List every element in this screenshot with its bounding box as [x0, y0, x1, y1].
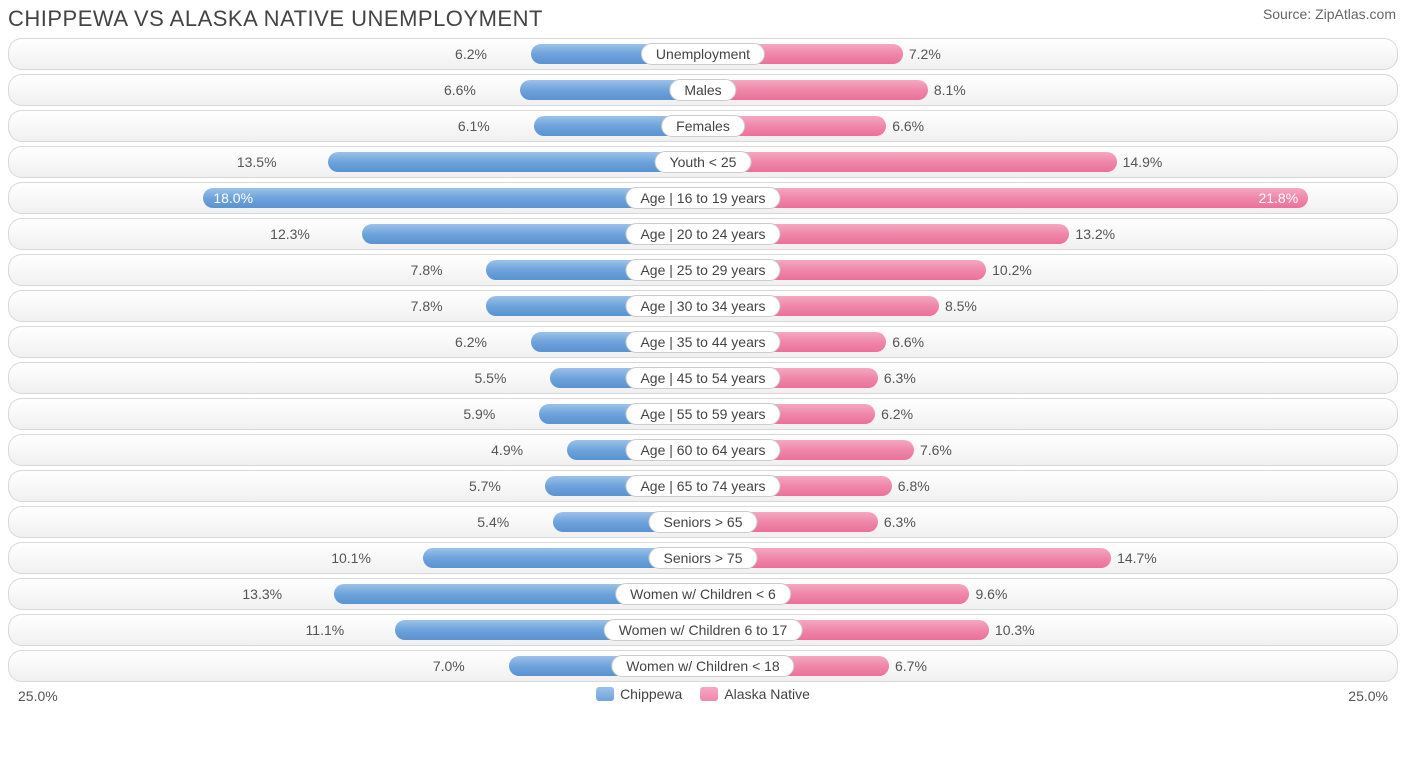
legend-item-left: Chippewa: [596, 686, 682, 702]
bar-row: 10.1% 14.7% Seniors > 75: [8, 542, 1398, 574]
category-pill: Age | 30 to 34 years: [625, 295, 780, 317]
bar-right: [703, 80, 928, 100]
value-right: 6.7%: [889, 651, 927, 681]
category-pill: Age | 25 to 29 years: [625, 259, 780, 281]
bar-row: 6.2% 6.6% Age | 35 to 44 years: [8, 326, 1398, 358]
chart-title: CHIPPEWA VS ALASKA NATIVE UNEMPLOYMENT: [8, 6, 543, 32]
value-right: 10.2%: [986, 255, 1032, 285]
axis-max-right: 25.0%: [1348, 688, 1388, 704]
category-pill: Youth < 25: [655, 151, 752, 173]
category-pill: Age | 35 to 44 years: [625, 331, 780, 353]
swatch-left: [596, 687, 614, 701]
category-pill: Females: [661, 115, 745, 137]
diverging-bar-chart: 6.2%7.2%Unemployment6.6%8.1%Males6.1%6.6…: [0, 34, 1406, 682]
bar-row: 6.2% 7.2% Unemployment: [8, 38, 1398, 70]
value-left: 7.8%: [411, 291, 449, 321]
value-left: 6.6%: [444, 75, 482, 105]
bar-right: 21.8%: [703, 188, 1308, 208]
header: CHIPPEWA VS ALASKA NATIVE UNEMPLOYMENT S…: [0, 0, 1406, 34]
category-pill: Seniors > 65: [649, 511, 758, 533]
value-left: 13.3%: [242, 579, 288, 609]
bar-row: 6.6% 8.1% Males: [8, 74, 1398, 106]
swatch-right: [700, 687, 718, 701]
value-left: 5.5%: [474, 363, 512, 393]
value-right: 6.3%: [878, 507, 916, 537]
bar-row: 5.5% 6.3% Age | 45 to 54 years: [8, 362, 1398, 394]
value-left: 6.2%: [455, 39, 493, 69]
bar-row: 7.0% 6.7% Women w/ Children < 18: [8, 650, 1398, 682]
category-pill: Males: [669, 79, 736, 101]
bar-row: 13.5% 14.9% Youth < 25: [8, 146, 1398, 178]
category-pill: Seniors > 75: [649, 547, 758, 569]
value-right: 6.3%: [878, 363, 916, 393]
value-left: 10.1%: [331, 543, 377, 573]
value-right: 6.8%: [892, 471, 930, 501]
category-pill: Women w/ Children 6 to 17: [604, 619, 803, 641]
category-pill: Age | 60 to 64 years: [625, 439, 780, 461]
bar-row: 5.9% 6.2% Age | 55 to 59 years: [8, 398, 1398, 430]
value-left: 12.3%: [270, 219, 316, 249]
category-pill: Women w/ Children < 18: [611, 655, 794, 677]
chart-footer: 25.0% Chippewa Alaska Native 25.0%: [8, 686, 1398, 712]
value-right: 9.6%: [969, 579, 1007, 609]
value-right: 14.7%: [1111, 543, 1157, 573]
value-left: 4.9%: [491, 435, 529, 465]
bar-row: 6.1% 6.6% Females: [8, 110, 1398, 142]
category-pill: Age | 55 to 59 years: [625, 403, 780, 425]
value-left: 11.1%: [306, 615, 351, 645]
value-left: 6.1%: [458, 111, 496, 141]
bar-row: 12.3% 13.2% Age | 20 to 24 years: [8, 218, 1398, 250]
bar-row: 7.8% 8.5% Age | 30 to 34 years: [8, 290, 1398, 322]
value-left: 7.0%: [433, 651, 471, 681]
value-left: 5.9%: [463, 399, 501, 429]
legend-left-label: Chippewa: [620, 686, 682, 702]
value-left: 5.4%: [477, 507, 515, 537]
value-left: 5.7%: [469, 471, 507, 501]
bar-row: 4.9% 7.6% Age | 60 to 64 years: [8, 434, 1398, 466]
value-left: 13.5%: [237, 147, 283, 177]
value-right: 6.2%: [875, 399, 913, 429]
category-pill: Unemployment: [641, 43, 765, 65]
bar-row: 5.4% 6.3% Seniors > 65: [8, 506, 1398, 538]
category-pill: Women w/ Children < 6: [615, 583, 791, 605]
bar-row: 11.1% 10.3% Women w/ Children 6 to 17: [8, 614, 1398, 646]
legend-item-right: Alaska Native: [700, 686, 810, 702]
legend-right-label: Alaska Native: [724, 686, 810, 702]
axis-max-left: 25.0%: [18, 688, 58, 704]
category-pill: Age | 20 to 24 years: [625, 223, 780, 245]
value-left: 18.0%: [203, 188, 253, 208]
value-right: 8.1%: [928, 75, 966, 105]
bar-right: [703, 548, 1111, 568]
bar-left: [328, 152, 703, 172]
bar-row: 7.8% 10.2% Age | 25 to 29 years: [8, 254, 1398, 286]
value-right: 21.8%: [1258, 188, 1308, 208]
category-pill: Age | 65 to 74 years: [625, 475, 780, 497]
bar-row: 18.0% 21.8% Age | 16 to 19 years: [8, 182, 1398, 214]
category-pill: Age | 16 to 19 years: [625, 187, 780, 209]
value-right: 7.2%: [903, 39, 941, 69]
source-label: Source: ZipAtlas.com: [1263, 6, 1396, 22]
bar-right: [703, 152, 1117, 172]
value-right: 7.6%: [914, 435, 952, 465]
value-left: 7.8%: [411, 255, 449, 285]
bar-row: 5.7% 6.8% Age | 65 to 74 years: [8, 470, 1398, 502]
value-right: 8.5%: [939, 291, 977, 321]
value-right: 14.9%: [1117, 147, 1163, 177]
value-right: 6.6%: [886, 111, 924, 141]
value-right: 6.6%: [886, 327, 924, 357]
value-right: 10.3%: [989, 615, 1035, 645]
category-pill: Age | 45 to 54 years: [625, 367, 780, 389]
bar-row: 13.3% 9.6% Women w/ Children < 6: [8, 578, 1398, 610]
legend: Chippewa Alaska Native: [596, 686, 810, 702]
value-left: 6.2%: [455, 327, 493, 357]
value-right: 13.2%: [1069, 219, 1115, 249]
